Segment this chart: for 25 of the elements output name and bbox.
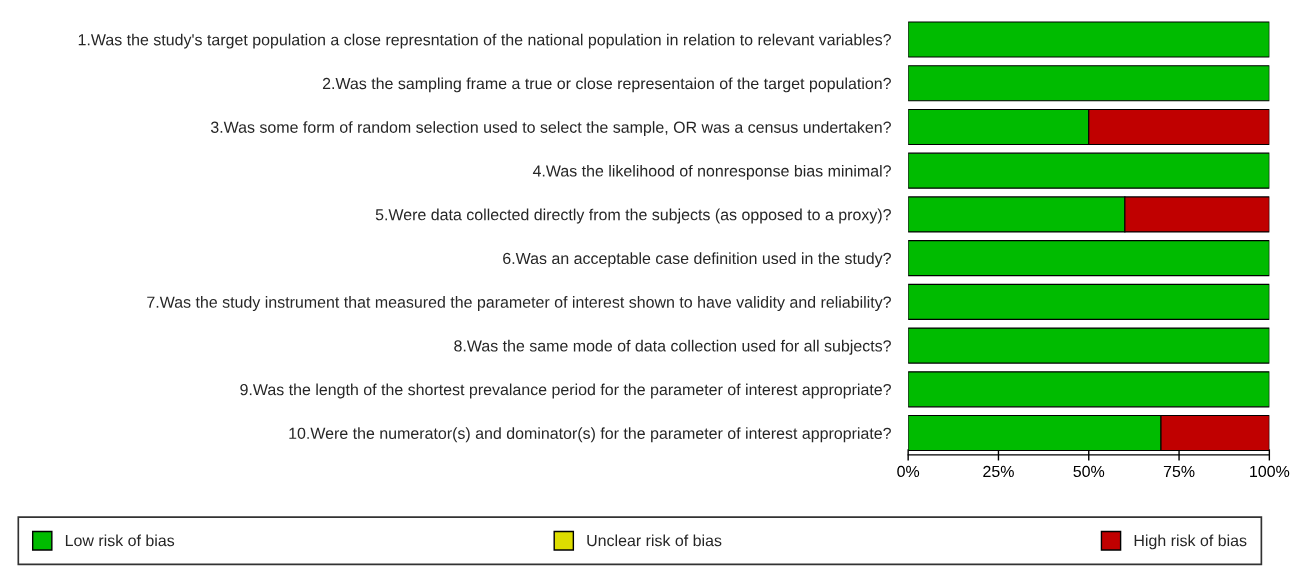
x-tick-label: 0% — [897, 465, 920, 478]
y-tick-label: 7.Was the study instrument that measured the parameter of interest shown to have validity and reliability? — [147, 296, 891, 311]
x-tick-label: 50% — [1073, 465, 1105, 478]
x-tick-label: 25% — [983, 465, 1014, 478]
bar — [908, 152, 1270, 189]
legend-label: High risk of bias — [1134, 534, 1247, 550]
legend-label: Low risk of bias — [65, 534, 175, 547]
bar — [908, 283, 1270, 320]
bar — [908, 240, 1270, 277]
y-tick-label: 2.Was the sampling frame a true or close representaion of the target population? — [322, 77, 891, 93]
bar — [908, 21, 1270, 58]
x-tick-label: 100% — [1250, 465, 1290, 478]
bar — [908, 65, 1270, 102]
y-tick-label: 6.Was an acceptable case definition used in the study? — [503, 252, 891, 268]
y-tick-label: 4.Was the likelihood of nonresponse bias minimal? — [532, 164, 891, 180]
bar — [908, 327, 1270, 364]
y-tick-label: 5.Were data collected directly from the subjects (as opposed to a proxy)? — [375, 208, 891, 224]
bar — [908, 371, 1270, 408]
y-tick-label: 8.Was the same mode of data collection used for all subjects? — [454, 339, 891, 355]
y-tick-label: 3.Was some form of random selection used to select the sample, OR was a census undertaken? — [210, 121, 891, 137]
y-tick-label: 1.Was the study's target population a close represntation of the national population in relation to relevant variables? — [78, 33, 891, 49]
y-tick-label: 10.Were the numerator(s) and dominator(s) for the parameter of interest appropriate? — [289, 427, 891, 443]
y-tick-label: 9.Was the length of the shortest prevalance period for the parameter of interest appropriate? — [240, 383, 891, 399]
legend-label: Unclear risk of bias — [587, 534, 722, 547]
x-tick-label: 75% — [1163, 465, 1195, 478]
